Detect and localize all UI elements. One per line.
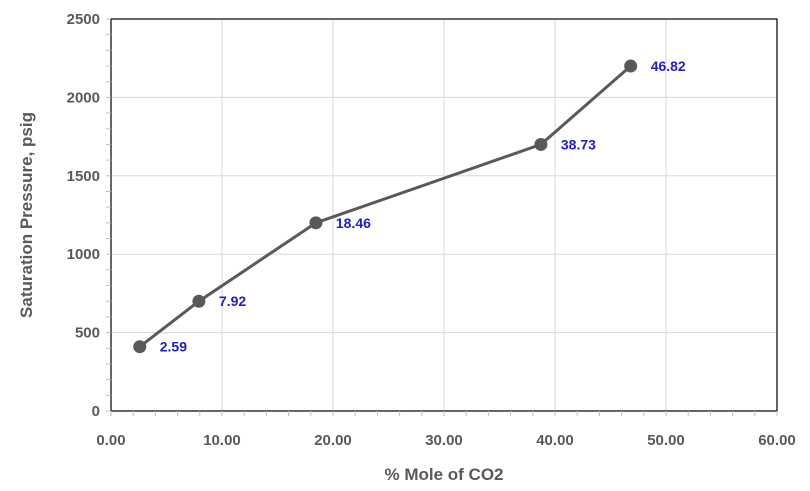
y-axis-tick-labels: 0 500 1000 1500 2000 2500 <box>67 11 100 420</box>
y-tick-label: 0 <box>92 403 100 420</box>
x-axis-title: % Mole of CO2 <box>384 465 503 484</box>
y-tick-label: 2000 <box>67 89 100 106</box>
data-label: 7.92 <box>219 293 246 309</box>
x-axis-tick-labels: 0.00 10.00 20.00 30.00 40.00 50.00 60.00 <box>96 432 795 449</box>
series-group: 2.59 7.92 18.46 38.73 46.82 <box>133 58 686 355</box>
x-tick-label: 10.00 <box>203 432 241 449</box>
y-tick-label: 2500 <box>67 11 100 28</box>
x-tick-label: 50.00 <box>647 432 685 449</box>
data-point <box>534 137 548 151</box>
x-tick-label: 40.00 <box>536 432 574 449</box>
data-label: 38.73 <box>561 136 596 152</box>
data-label: 2.59 <box>160 339 187 355</box>
minor-ticks <box>106 18 778 416</box>
data-point <box>309 216 323 230</box>
data-label: 18.46 <box>336 215 371 231</box>
series-line <box>138 64 632 348</box>
x-tick-label: 30.00 <box>425 432 463 449</box>
y-tick-label: 500 <box>75 325 100 342</box>
data-label: 46.82 <box>651 58 686 74</box>
x-tick-label: 20.00 <box>314 432 352 449</box>
x-tick-label: 0.00 <box>96 432 125 449</box>
y-axis-title: Saturation Pressure, psig <box>17 112 36 318</box>
data-point <box>624 59 638 73</box>
grid-lines <box>111 19 777 411</box>
data-point <box>133 340 147 354</box>
y-tick-label: 1000 <box>67 246 100 263</box>
x-tick-label: 60.00 <box>758 432 796 449</box>
data-point <box>192 294 206 308</box>
y-tick-label: 1500 <box>67 168 100 185</box>
